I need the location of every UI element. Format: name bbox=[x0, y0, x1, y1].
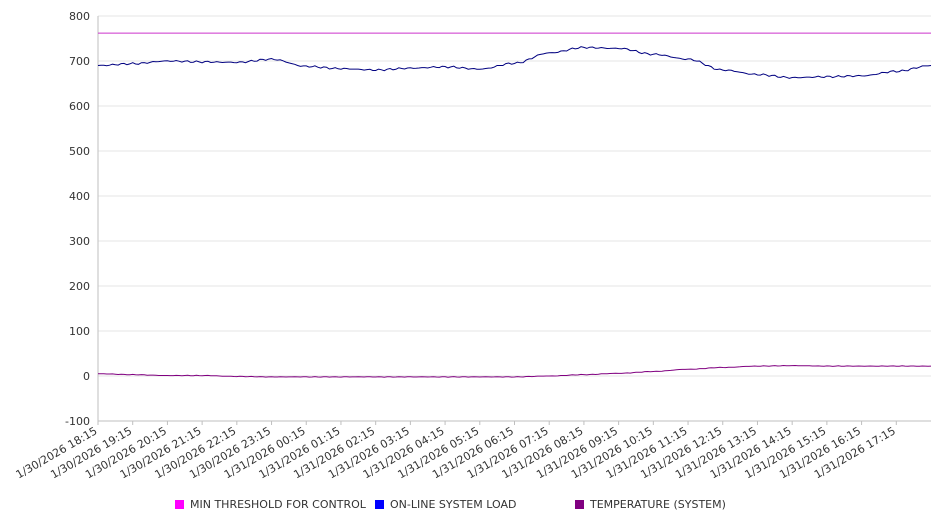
y-tick-label: 800 bbox=[69, 10, 90, 23]
legend-item-temperature[interactable]: TEMPERATURE (SYSTEM) bbox=[575, 498, 726, 511]
series-line-system-load bbox=[97, 46, 932, 79]
legend-label-temperature: TEMPERATURE (SYSTEM) bbox=[590, 498, 726, 511]
grid-lines bbox=[98, 15, 931, 422]
legend-swatch-system-load bbox=[375, 500, 384, 509]
legend-label-system-load: ON-LINE SYSTEM LOAD bbox=[390, 498, 517, 511]
y-tick-label: 400 bbox=[69, 190, 90, 203]
series-lines bbox=[97, 32, 932, 378]
x-axis-ticks: 1/30/2026 18:151/30/2026 19:151/30/2026 … bbox=[14, 421, 898, 481]
y-tick-label: 200 bbox=[69, 280, 90, 293]
y-axis-ticks: -100 0 100 200 300 400 500 600 700 800 bbox=[65, 10, 90, 428]
legend: MIN THRESHOLD FOR CONTROL ON-LINE SYSTEM… bbox=[0, 498, 946, 514]
legend-item-system-load[interactable]: ON-LINE SYSTEM LOAD bbox=[375, 498, 516, 511]
y-tick-label: 100 bbox=[69, 325, 90, 338]
y-tick-label: 300 bbox=[69, 235, 90, 248]
legend-swatch-min-threshold bbox=[175, 500, 184, 509]
y-tick-label: -100 bbox=[65, 415, 90, 428]
legend-item-min-threshold[interactable]: MIN THRESHOLD FOR CONTROL bbox=[175, 498, 366, 511]
y-tick-label: 500 bbox=[69, 145, 90, 158]
legend-swatch-temperature bbox=[575, 500, 584, 509]
series-line-temperature bbox=[97, 364, 932, 378]
y-tick-label: 0 bbox=[83, 370, 90, 383]
legend-label-min-threshold: MIN THRESHOLD FOR CONTROL bbox=[190, 498, 366, 511]
y-tick-label: 700 bbox=[69, 55, 90, 68]
y-tick-label: 600 bbox=[69, 100, 90, 113]
